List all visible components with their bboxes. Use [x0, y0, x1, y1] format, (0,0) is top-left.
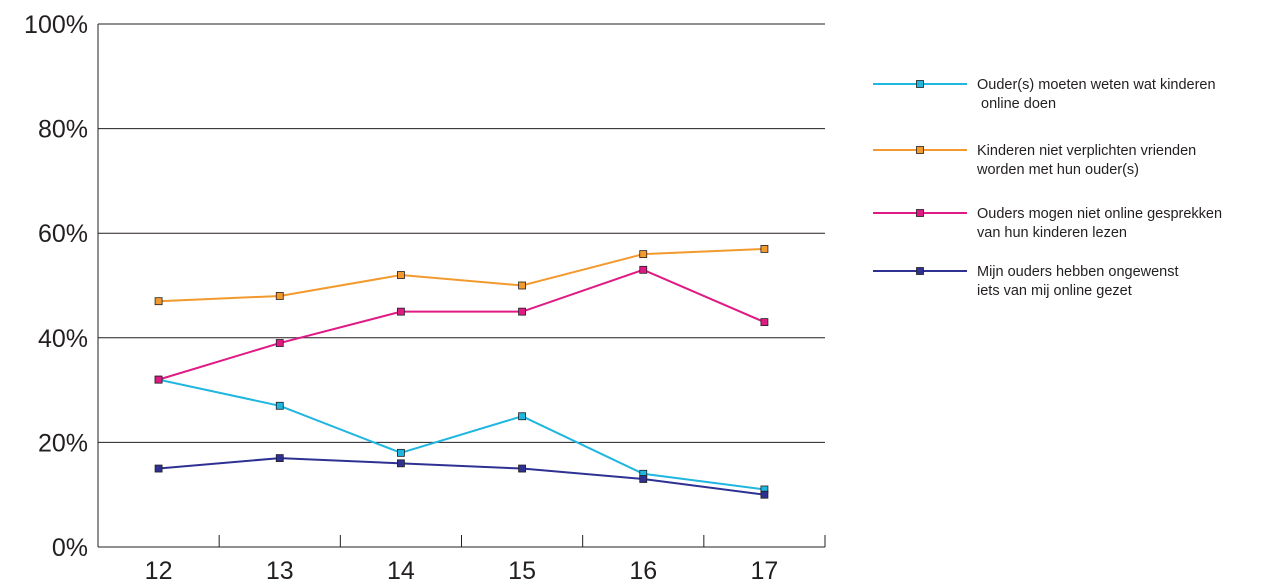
legend-label: Ouders mogen niet online gesprekken	[977, 206, 1222, 222]
y-tick-label: 0%	[52, 534, 88, 562]
legend-label: iets van mij online gezet	[977, 283, 1132, 299]
data-point	[639, 475, 648, 483]
series-line	[158, 268, 765, 381]
y-tick-label: 60%	[38, 220, 88, 248]
data-point	[397, 271, 405, 279]
data-point	[154, 464, 163, 473]
legend-swatch-marker	[916, 80, 924, 88]
data-point	[397, 448, 405, 457]
series-lines	[154, 244, 769, 499]
legend-item-4: Mijn ouders hebben ongewenst iets van mij…	[873, 264, 1179, 299]
series-line	[158, 378, 765, 491]
data-point	[518, 281, 526, 290]
gridlines	[98, 23, 825, 443]
data-point	[760, 244, 769, 253]
legend-label: Kinderen niet verplichten vrienden	[977, 143, 1196, 159]
data-point	[518, 464, 526, 473]
x-tick-label: 13	[266, 557, 294, 581]
legend: Ouder(s) moeten weten wat kinderen onlin…	[873, 77, 1222, 299]
y-tick-label: 40%	[38, 325, 88, 353]
legend-item-2: Kinderen niet verplichten vrienden worden…	[873, 143, 1196, 178]
data-point	[275, 401, 284, 410]
data-point	[275, 339, 284, 347]
legend-label: Mijn ouders hebben ongewenst	[977, 264, 1179, 280]
y-tick-label: 20%	[38, 429, 88, 457]
series-line	[158, 457, 765, 496]
data-point	[760, 318, 769, 327]
legend-label: online doen	[977, 96, 1056, 112]
series-4	[154, 454, 769, 499]
series-line	[158, 247, 765, 303]
legend-swatch-marker	[916, 209, 924, 217]
legend-label: van hun kinderen lezen	[977, 225, 1127, 241]
legend-swatch-marker	[916, 146, 924, 154]
data-point	[275, 454, 284, 462]
x-tick-label: 17	[751, 557, 779, 581]
x-tick-label: 14	[387, 557, 415, 581]
data-point	[154, 375, 163, 384]
x-tick-label: 16	[629, 557, 657, 581]
series-2	[154, 244, 769, 306]
x-axis-tick-labels: 12 13 14 15 16 17	[145, 557, 779, 581]
legend-label: Ouder(s) moeten weten wat kinderen	[977, 77, 1216, 93]
x-tick-label: 15	[508, 557, 536, 581]
x-tick-label: 12	[145, 557, 173, 581]
legend-item-3: Ouders mogen niet online gesprekken van h…	[873, 206, 1222, 241]
series-1	[154, 375, 769, 494]
data-point	[275, 292, 284, 300]
data-point	[639, 265, 648, 274]
legend-item-1: Ouder(s) moeten weten wat kinderen onlin…	[873, 77, 1216, 112]
data-point	[760, 490, 769, 499]
legend-swatch-marker	[916, 267, 924, 275]
y-axis-tick-labels: 0% 20% 40% 60% 80% 100%	[24, 11, 88, 562]
axes	[97, 24, 826, 548]
data-point	[518, 412, 526, 421]
y-tick-label: 80%	[38, 116, 88, 144]
y-tick-label: 100%	[24, 11, 88, 39]
data-point	[154, 297, 163, 306]
series-3	[154, 265, 769, 384]
legend-label: worden met hun ouder(s)	[976, 162, 1139, 178]
data-point	[518, 307, 526, 316]
data-point	[397, 459, 405, 468]
data-point	[397, 307, 405, 316]
data-point	[639, 250, 648, 259]
